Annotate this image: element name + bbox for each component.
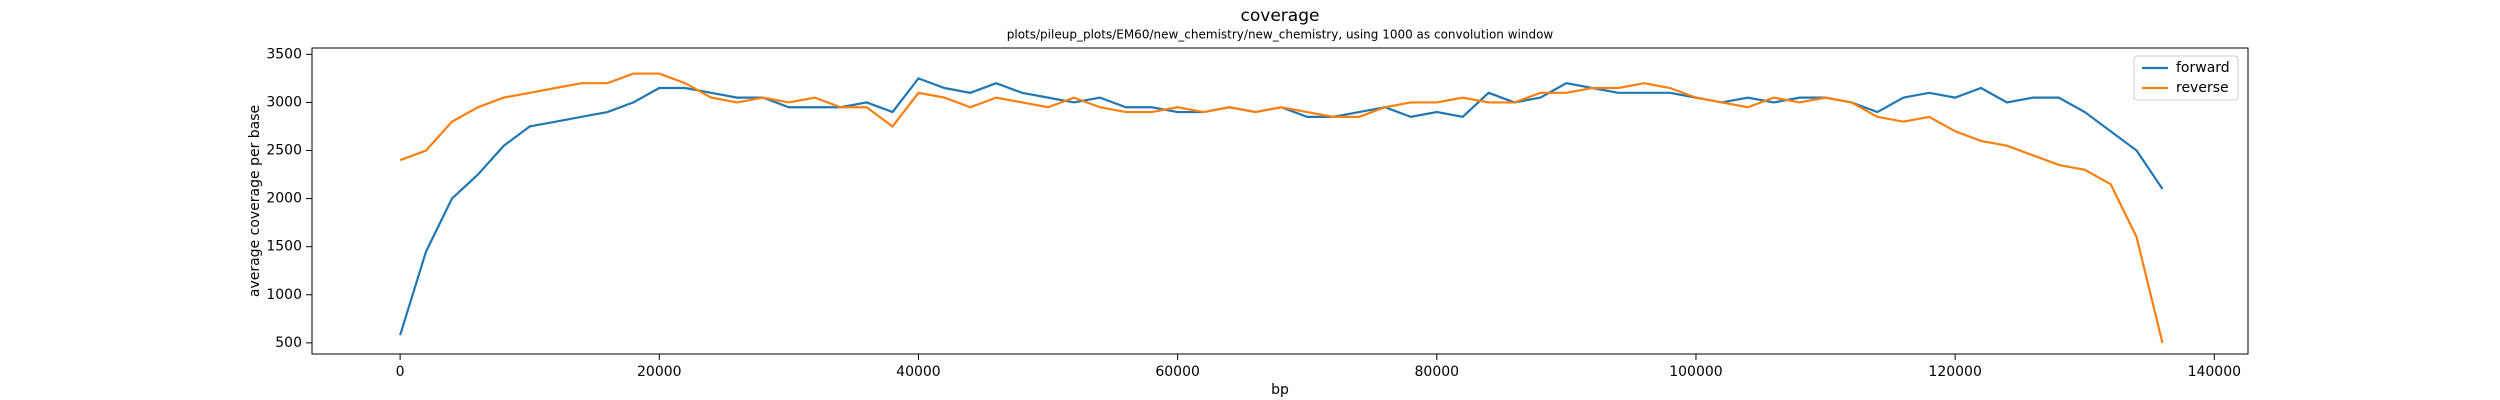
series-line	[399, 72, 2164, 344]
chart-subtitle: plots/pileup_plots/EM60/new_chemistry/ne…	[1007, 28, 1554, 42]
x-tick-label: 100000	[1669, 364, 1722, 380]
x-tick-label: 120000	[1928, 364, 1981, 380]
y-tick-label: 1000	[266, 287, 302, 303]
y-tick-label: 2000	[266, 191, 302, 207]
x-tick-label: 0	[396, 364, 405, 380]
y-tick-label: 500	[275, 335, 302, 351]
y-tick-label: 2500	[266, 143, 302, 159]
y-tick-label: 1500	[266, 239, 302, 255]
y-axis-label: average coverage per base	[247, 105, 263, 297]
chart-title: coverage	[1241, 6, 1320, 26]
x-tick-label: 80000	[1415, 364, 1460, 380]
x-tick-label: 40000	[896, 364, 941, 380]
x-tick-label: 60000	[1155, 364, 1200, 380]
series-line	[399, 77, 2164, 336]
legend-label: forward	[2176, 60, 2230, 76]
y-tick-label: 3500	[266, 46, 302, 62]
y-tick-label: 3000	[266, 94, 302, 110]
x-tick-label: 20000	[637, 364, 682, 380]
x-tick-label: 140000	[2188, 364, 2241, 380]
x-axis-label: bp	[1271, 382, 1289, 398]
legend-label: reverse	[2176, 80, 2229, 96]
plot-frame	[311, 47, 2249, 355]
